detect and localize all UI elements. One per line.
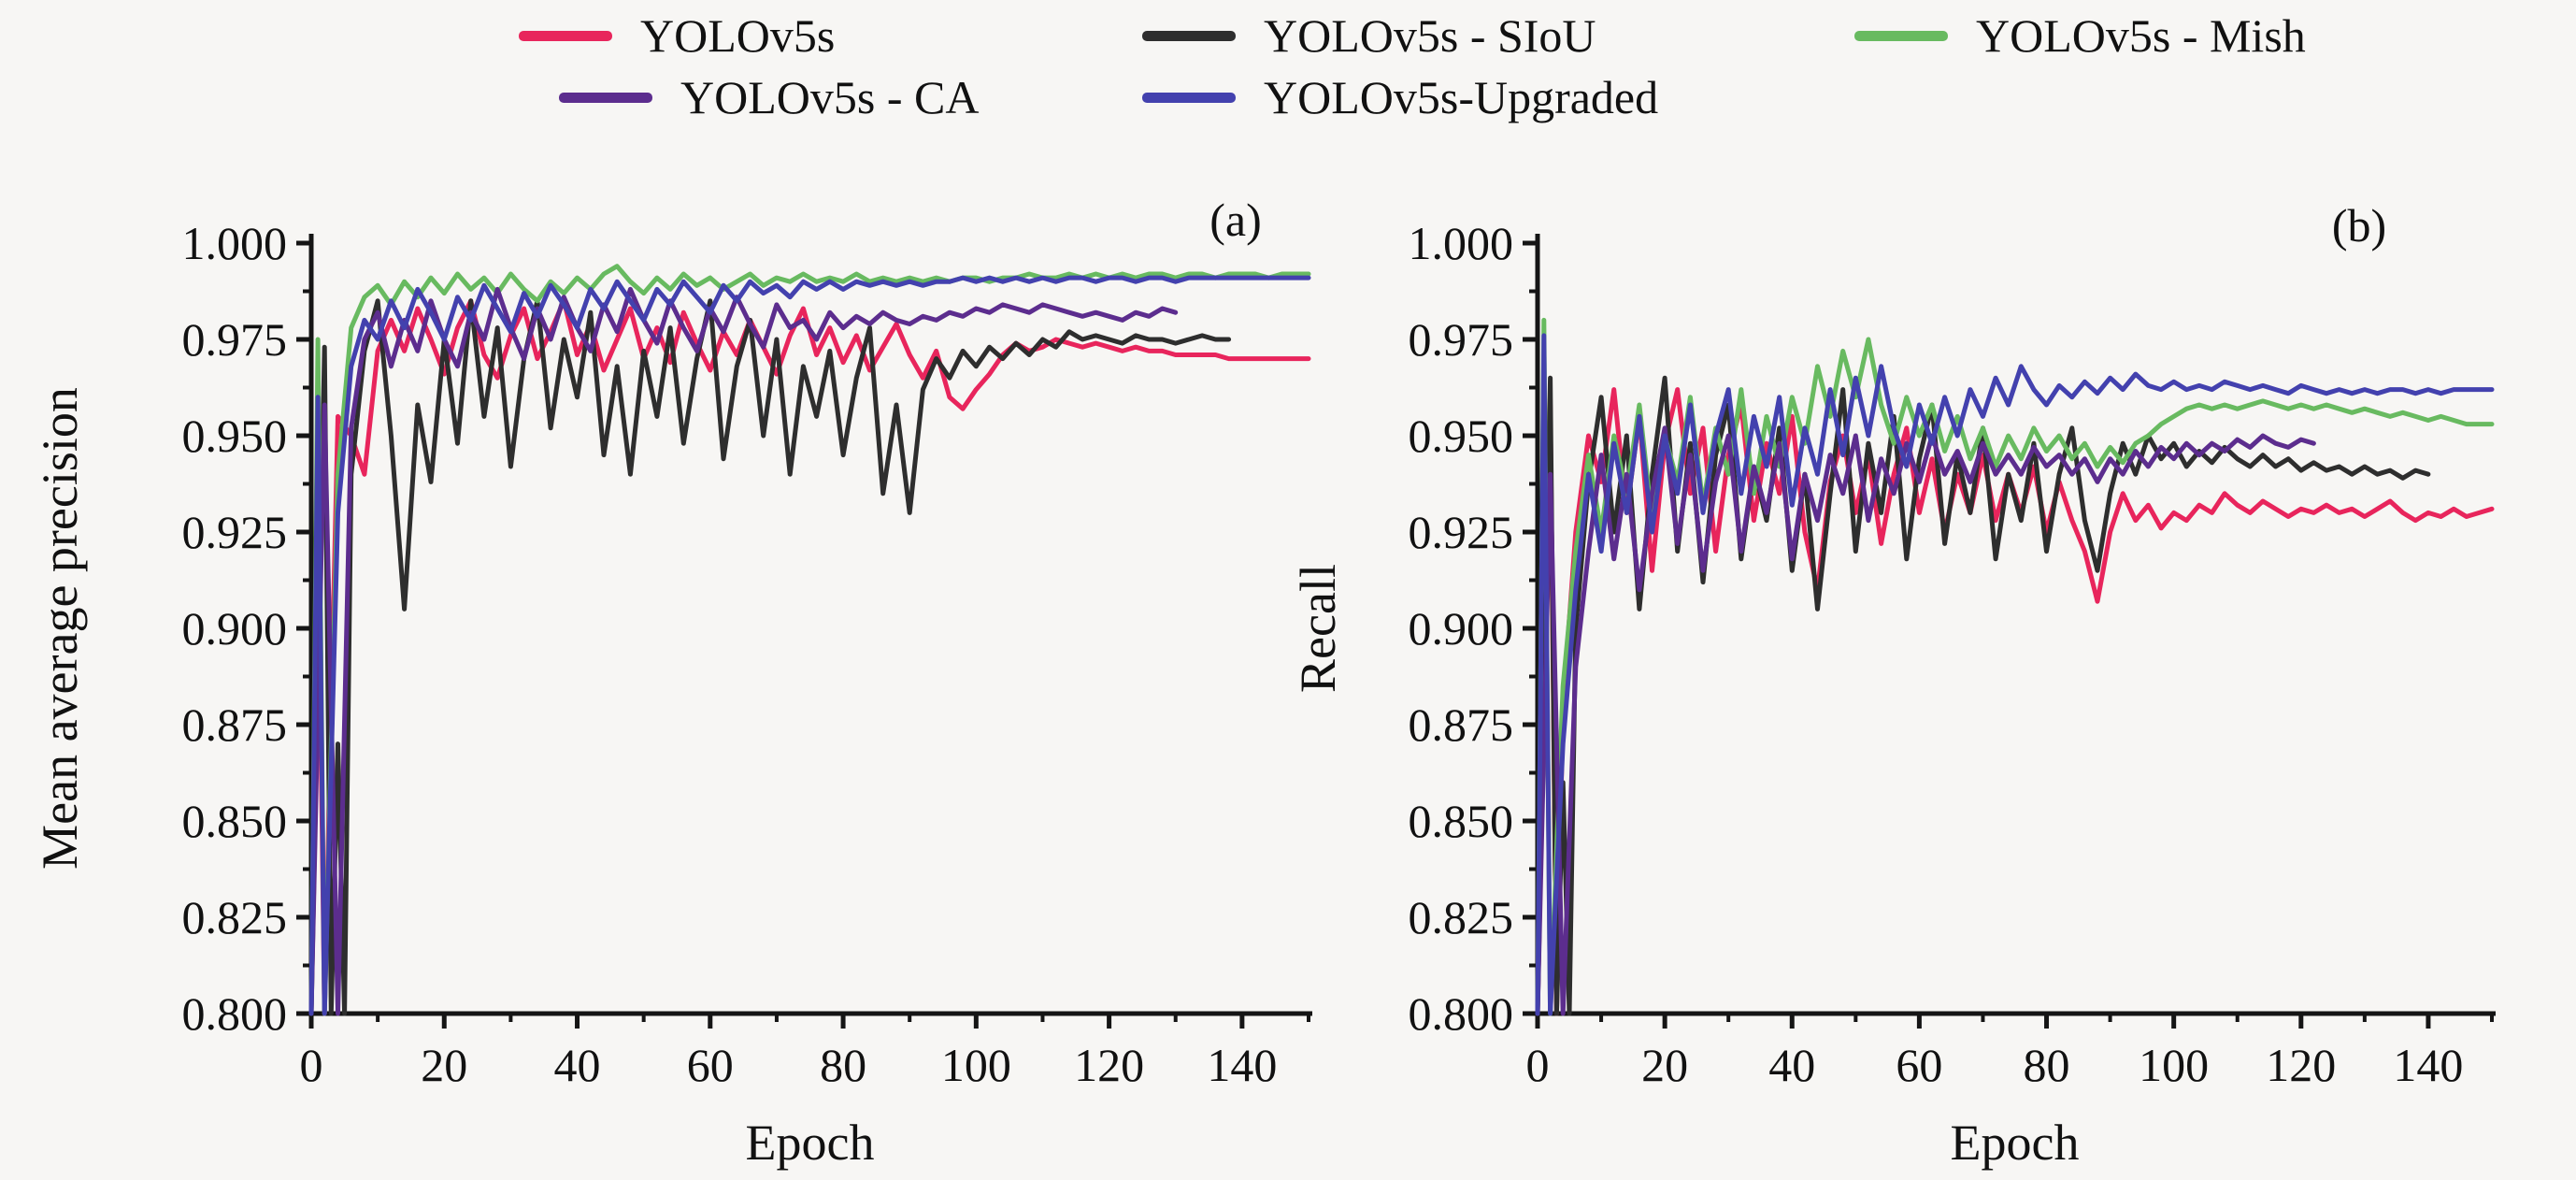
recall-y-axis-label: Recall [1290,564,1346,693]
map-x-tick-label: 40 [554,1039,601,1091]
map-y-tick-label: 0.850 [182,795,288,847]
recall-y-tick-label: 0.825 [1409,891,1514,943]
map-x-tick-label: 60 [687,1039,734,1091]
legend-label-yolov5s: YOLOv5s [640,9,836,62]
recall-x-tick-label: 120 [2266,1039,2336,1091]
recall-y-tick-label: 0.800 [1409,987,1514,1040]
recall-x-tick-label: 0 [1526,1039,1550,1091]
legend-swatch-yolov5s [519,30,612,41]
legend-swatch-yolov5s-upgraded [1142,92,1236,103]
map-y-axis-label: Mean average precision [32,387,88,870]
map-y-tick-label: 1.000 [182,217,288,269]
map-series-line-1 [308,298,1232,1016]
recall-y-tick-label: 0.900 [1409,602,1514,655]
recall-x-tick-label: 40 [1768,1039,1815,1091]
recall-y-tick-label: 0.950 [1409,410,1514,462]
recall-y-tick-label: 0.875 [1409,698,1514,751]
map-x-tick-label: 140 [1207,1039,1277,1091]
map-x-tick-label: 100 [941,1039,1011,1091]
legend-item-yolov5s-siou: YOLOv5s - SIoU [1142,7,1596,64]
legend-item-yolov5s-mish: YOLOv5s - Mish [1854,7,2306,64]
legend-swatch-yolov5s-mish [1854,30,1948,41]
map-x-axis-label: Epoch [746,1115,875,1171]
legend-swatch-yolov5s-siou [1142,30,1236,41]
map-series-line-2 [308,264,1311,1016]
recall-panel-label: (b) [2332,199,2386,252]
map-x-tick-label: 0 [300,1039,323,1091]
legend-item-yolov5s-upgraded: YOLOv5s-Upgraded [1142,69,1658,125]
recall-x-tick-label: 140 [2393,1039,2463,1091]
recall-x-tick-label: 60 [1896,1039,1942,1091]
recall-x-tick-label: 80 [2024,1039,2070,1091]
map-y-tick-label: 0.825 [182,891,288,943]
map-y-tick-label: 0.950 [182,410,288,462]
recall-series-line-1 [1535,375,2431,1016]
legend-item-yolov5s: YOLOv5s [519,7,835,64]
map-x-tick-label: 120 [1074,1039,1144,1091]
legend-label-yolov5s-upgraded: YOLOv5s-Upgraded [1264,71,1659,123]
recall-series-line-4 [1535,333,2495,1016]
recall-x-tick-label: 100 [2139,1039,2209,1091]
map-x-tick-label: 20 [421,1039,467,1091]
map-series-line-4 [308,275,1311,1016]
map-series-line-3 [308,286,1179,1016]
map-y-tick-label: 0.875 [182,698,288,751]
map-y-tick-label: 0.925 [182,506,288,558]
legend-swatch-yolov5s-ca [559,92,652,103]
map-y-tick-label: 0.900 [182,602,288,655]
legend-label-yolov5s-ca: YOLOv5s - CA [680,71,980,123]
recall-y-tick-label: 1.000 [1409,217,1514,269]
recall-x-tick-label: 20 [1641,1039,1688,1091]
map-panel-label: (a) [1209,194,1262,246]
legend-label-yolov5s-siou: YOLOv5s - SIoU [1264,9,1596,62]
legend-label-yolov5s-mish: YOLOv5s - Mish [1976,9,2306,62]
recall-y-tick-label: 0.975 [1409,313,1514,366]
recall-x-axis-label: Epoch [1951,1115,2080,1171]
map-y-tick-label: 0.975 [182,313,288,366]
recall-y-tick-label: 0.850 [1409,795,1514,847]
legend-item-yolov5s-ca: YOLOv5s - CA [559,69,979,125]
map-x-tick-label: 80 [820,1039,866,1091]
recall-y-tick-label: 0.925 [1409,506,1514,558]
map-y-tick-label: 0.800 [182,987,288,1040]
